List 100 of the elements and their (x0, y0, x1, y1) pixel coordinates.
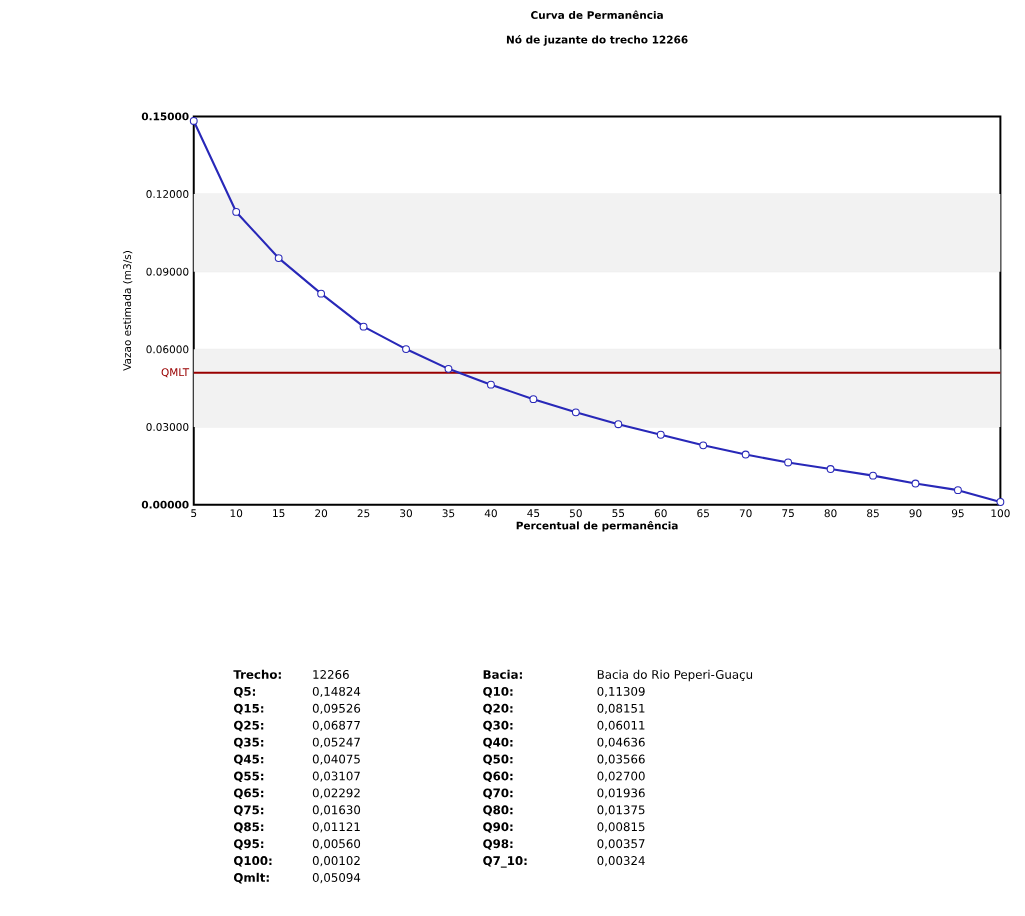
x-tick-label: 65 (697, 509, 709, 518)
text: 0,02700 (597, 771, 645, 782)
x-tick-label: 40 (484, 509, 497, 518)
x-tick-label: 70 (739, 509, 752, 518)
text: Q7_10: (483, 856, 527, 868)
text: 0,04636 (597, 737, 645, 748)
text: Q15: (233, 703, 264, 715)
text: Q98: (483, 839, 513, 850)
x-tick-label: 35 (442, 509, 455, 518)
text: 0,04075 (312, 754, 360, 765)
text: 0,01121 (312, 822, 360, 833)
text: 0,06011 (597, 720, 645, 731)
text: 0,00815 (597, 822, 645, 833)
text: 0,01630 (312, 805, 361, 816)
text: Q100: (233, 856, 272, 867)
ref-line-label: QMLT (161, 368, 190, 378)
point (571, 408, 580, 417)
text: 0,00102 (312, 856, 360, 867)
x-tick-label: 95 (951, 509, 964, 518)
point (317, 289, 326, 298)
y-tick-label: 0.00000 (141, 500, 189, 509)
x-tick-label: 45 (527, 509, 540, 518)
point (614, 420, 623, 429)
text: Bacia: (483, 669, 522, 680)
text: 0,01375 (597, 805, 645, 816)
text: 0,05094 (312, 873, 361, 884)
chart-subtitle: Nó de juzante do trecho 12266 (506, 35, 688, 46)
text: 0,08151 (597, 703, 645, 715)
point (869, 471, 877, 480)
text: Bacia do Rio Peperi-Guaçu (597, 669, 753, 682)
text: Q95: (233, 839, 264, 850)
text: 0,00560 (312, 839, 361, 850)
text: Q5: (233, 687, 256, 698)
x-axis-title: Percentual de permanência (516, 521, 678, 532)
x-tick-label: 85 (867, 509, 879, 518)
x-tick-label: 10 (230, 509, 243, 518)
point (486, 380, 495, 389)
x-tick-label: 5 (191, 509, 197, 518)
text: Q55: (233, 771, 264, 783)
chart-title: Curva de Permanência (531, 10, 663, 20)
text: Trecho: (233, 669, 281, 680)
text: Q50: (483, 754, 513, 766)
point (996, 498, 1005, 507)
x-tick-label: 50 (569, 509, 582, 518)
point (359, 322, 368, 331)
text: 0,11309 (597, 687, 645, 698)
text: Q45: (233, 754, 264, 766)
text: 0,03107 (312, 771, 360, 782)
text: Q25: (233, 720, 264, 732)
text: Q10: (483, 687, 513, 698)
text: Q20: (483, 703, 513, 715)
y-tick-label: 0.12000 (146, 190, 189, 199)
point (911, 479, 920, 488)
x-tick-label: 30 (400, 509, 413, 518)
text: 0,00357 (597, 839, 645, 850)
text: 0,09526 (312, 703, 361, 715)
x-tick-label: 25 (357, 509, 370, 518)
text: Q80: (483, 805, 513, 816)
x-tick-label: 15 (273, 509, 285, 518)
text: Qmlt: (233, 872, 269, 884)
text: Q75: (233, 805, 264, 816)
text: Q30: (483, 720, 513, 732)
point (954, 486, 962, 495)
y-tick-label: 0.09000 (146, 267, 189, 276)
text: 0,01936 (597, 788, 645, 799)
point (274, 254, 283, 263)
text: 0,03566 (597, 754, 645, 765)
x-tick-label: 90 (909, 509, 922, 518)
x-tick-label: 55 (612, 509, 625, 518)
y-tick-label: 0.15000 (141, 112, 189, 121)
point (189, 117, 198, 125)
point (402, 345, 410, 354)
text: Q40: (483, 737, 513, 749)
point (826, 465, 835, 474)
x-tick-label: 100 (991, 509, 1010, 518)
text: 0,06877 (312, 720, 360, 731)
point (656, 430, 665, 439)
point (529, 395, 538, 404)
text: Q60: (483, 771, 513, 783)
x-tick-label: 20 (315, 509, 328, 518)
x-tick-label: 60 (654, 509, 667, 518)
x-tick-label: 80 (824, 509, 837, 518)
point (232, 208, 241, 216)
text: 0,00324 (597, 856, 645, 867)
point (444, 364, 453, 373)
text: Q90: (483, 822, 513, 833)
x-tick-label: 75 (782, 509, 794, 518)
text: 0,02292 (312, 788, 360, 799)
text: 0,14824 (312, 687, 361, 698)
text: 0,05247 (312, 737, 360, 748)
point (741, 450, 750, 459)
point (699, 441, 708, 450)
text: Q85: (233, 822, 264, 833)
text: 12266 (313, 670, 349, 680)
text: Q65: (233, 788, 264, 800)
y-tick-label: 0.06000 (146, 345, 189, 354)
text: Q35: (233, 737, 264, 749)
y-axis-title: Vazao estimada (m3/s) (122, 251, 133, 371)
text: Q70: (483, 788, 513, 800)
y-tick-label: 0.03000 (146, 423, 189, 432)
